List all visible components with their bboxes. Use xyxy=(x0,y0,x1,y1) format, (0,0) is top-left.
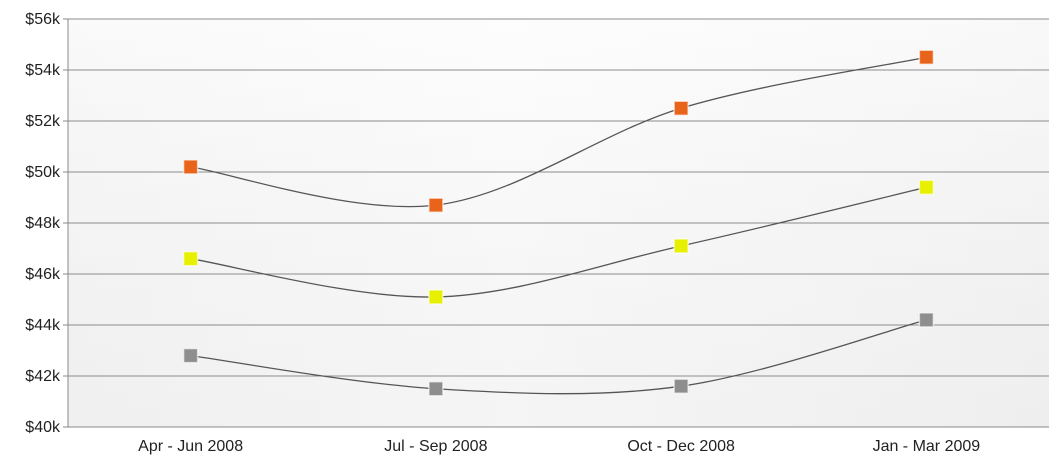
data-point-marker[interactable] xyxy=(918,49,935,65)
y-tick-label: $56k xyxy=(25,11,61,28)
series-markers xyxy=(182,49,935,397)
y-tick-label: $52k xyxy=(25,113,61,130)
data-point-marker[interactable] xyxy=(918,179,935,196)
data-point-marker[interactable] xyxy=(673,100,689,116)
data-point-marker[interactable] xyxy=(182,250,199,267)
x-tick-label: Apr - Jun 2008 xyxy=(138,438,243,455)
data-point-marker[interactable] xyxy=(182,347,199,364)
y-tick-label: $40k xyxy=(25,419,61,436)
y-tick-label: $48k xyxy=(25,215,61,232)
data-point-marker[interactable] xyxy=(428,289,444,305)
y-tick-label: $46k xyxy=(25,266,61,283)
x-tick-labels: Apr - Jun 2008 Jul - Sep 2008 Oct - Dec 20… xyxy=(138,438,980,455)
x-tick-label: Jul - Sep 2008 xyxy=(384,438,487,455)
grid-lines xyxy=(68,18,1049,377)
y-tick-label: $50k xyxy=(25,164,61,181)
data-point-marker[interactable] xyxy=(428,197,444,213)
series-line-3 xyxy=(190,319,927,395)
data-point-marker[interactable] xyxy=(673,238,689,254)
series-line-2 xyxy=(190,186,927,298)
series-line-1 xyxy=(190,56,927,208)
data-point-marker[interactable] xyxy=(182,159,199,175)
y-tick-label: $44k xyxy=(25,317,61,334)
x-tick-label: Jan - Mar 2009 xyxy=(873,438,981,455)
y-tick-labels: $40k $42k $44k $46k $48k $50k $52k $54k $56k xyxy=(25,11,68,436)
data-point-marker[interactable] xyxy=(918,312,935,328)
data-point-marker[interactable] xyxy=(673,378,689,394)
y-tick-label: $54k xyxy=(25,62,61,79)
x-tick-label: Oct - Dec 2008 xyxy=(627,438,735,455)
data-point-marker[interactable] xyxy=(428,381,444,397)
y-tick-label: $42k xyxy=(25,368,61,385)
series-lines xyxy=(190,56,927,395)
